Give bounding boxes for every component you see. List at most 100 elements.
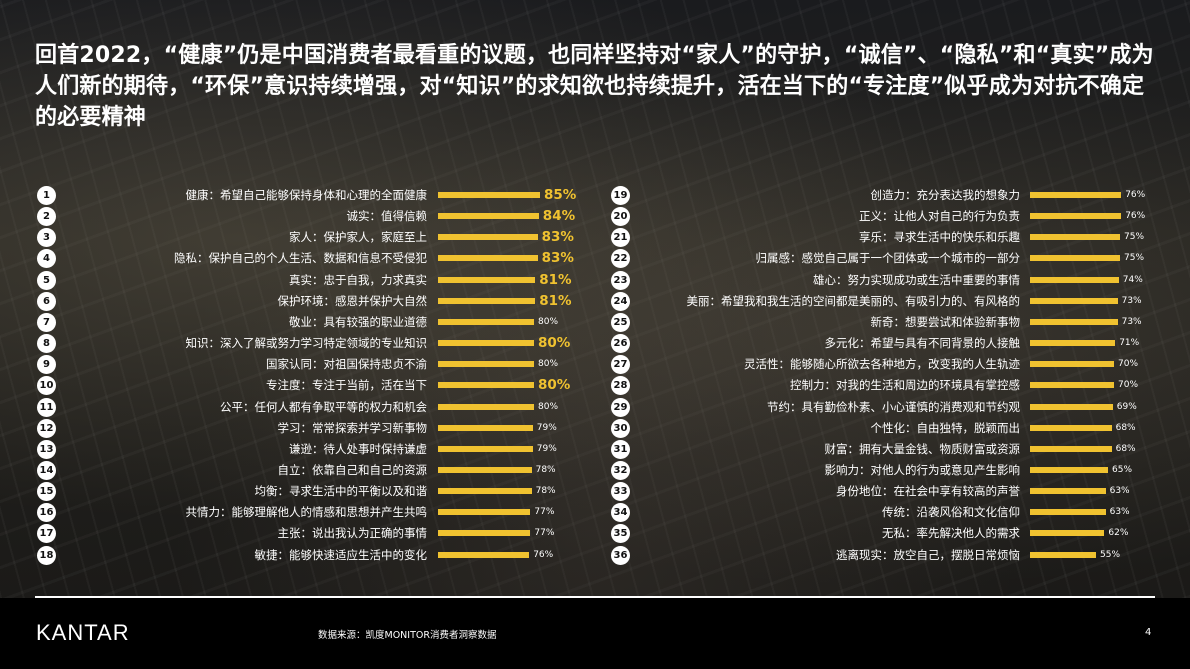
- page-number: 4: [1145, 627, 1152, 638]
- row-label: 家人：保护家人，家庭至上: [289, 230, 427, 245]
- row-label: 节约：具有勤俭朴素、小心谨慎的消费观和节约观: [767, 399, 1020, 414]
- value-label: 69%: [1116, 401, 1137, 412]
- value-label: 78%: [535, 464, 556, 475]
- value-label: 63%: [1109, 507, 1130, 518]
- value-label: 68%: [1115, 422, 1136, 433]
- value-bar: [1030, 445, 1112, 452]
- value-bar: [438, 255, 538, 262]
- value-label: 83%: [541, 229, 574, 246]
- rank-badge: 30: [611, 418, 630, 438]
- row-label: 真实：忠于自我，力求真实: [289, 272, 427, 287]
- rank-badge: 36: [611, 545, 630, 565]
- rank-badge: 24: [611, 291, 630, 311]
- row-label: 新奇：想要尝试和体验新事物: [870, 314, 1021, 329]
- rank-badge: 9: [37, 355, 56, 375]
- row-label: 雄心：努力实现成功或生活中重要的事情: [813, 272, 1020, 287]
- value-bar: [438, 213, 539, 220]
- row-label: 主张：说出我认为正确的事情: [277, 526, 428, 541]
- value-label: 73%: [1121, 316, 1142, 327]
- rank-badge: 22: [611, 249, 630, 269]
- rank-badge: 18: [37, 545, 56, 565]
- value-label: 76%: [1125, 190, 1146, 200]
- value-label: 78%: [535, 486, 556, 497]
- rank-badge: 26: [611, 334, 630, 354]
- row-label: 健康：希望自己能够保持身体和心理的全面健康: [185, 188, 428, 202]
- row-label: 影响力：对他人的行为或意见产生影响: [824, 462, 1021, 477]
- kantar-logo: KANTAR: [36, 620, 130, 645]
- row-label: 控制力：对我的生活和周边的环境具有掌控感: [790, 378, 1020, 393]
- footer-divider: [35, 596, 1155, 598]
- row-label: 敏捷：能够快速适应生活中的变化: [254, 547, 428, 562]
- value-bar: [438, 276, 536, 283]
- row-label: 保护环境：感恩并保护大自然: [277, 293, 428, 308]
- value-bar: [1030, 297, 1118, 304]
- value-bar: [1030, 255, 1120, 262]
- rank-badge: 5: [37, 270, 56, 290]
- value-label: 65%: [1112, 464, 1133, 475]
- value-bar: [1030, 234, 1120, 241]
- value-label: 55%: [1100, 549, 1121, 560]
- value-label: 70%: [1118, 380, 1139, 391]
- row-label: 自立：依靠自己和自己的资源: [277, 462, 428, 477]
- value-bar: [1030, 340, 1116, 347]
- value-label: 81%: [539, 292, 572, 309]
- value-label: 85%: [544, 187, 577, 203]
- rank-badge: 10: [37, 376, 56, 396]
- rank-badge: 31: [611, 439, 630, 459]
- row-label: 谦逊：待人处事时保持谦虚: [289, 441, 427, 456]
- rank-badge: 14: [37, 460, 56, 480]
- data-source-note: 数据来源：凯度MONITOR消费者洞察数据: [318, 630, 497, 641]
- row-label: 正义：让他人对自己的行为负责: [859, 209, 1020, 224]
- value-bar: [1030, 318, 1118, 325]
- value-label: 80%: [538, 335, 571, 352]
- value-label: 80%: [538, 316, 559, 327]
- value-bar: [1030, 276, 1119, 283]
- row-label: 财富：拥有大量金钱、物质财富或资源: [824, 441, 1021, 456]
- rank-badge: 3: [37, 228, 56, 248]
- city-background-photo: [0, 0, 1190, 598]
- value-bar: [438, 192, 540, 198]
- value-label: 80%: [538, 377, 571, 394]
- value-bar: [438, 551, 530, 558]
- value-label: 83%: [541, 250, 574, 267]
- value-bar: [1030, 551, 1096, 558]
- value-label: 74%: [1122, 274, 1143, 285]
- row-label: 个性化：自由独特，脱颖而出: [870, 420, 1021, 435]
- rank-badge: 12: [37, 418, 56, 438]
- row-label: 国家认同：对祖国保持忠贞不渝: [266, 357, 427, 372]
- value-bar: [1030, 530, 1105, 537]
- value-label: 77%: [534, 528, 555, 539]
- value-bar: [1030, 488, 1106, 495]
- value-label: 76%: [533, 549, 554, 560]
- value-label: 75%: [1124, 253, 1145, 264]
- rank-badge: 19: [611, 186, 630, 205]
- value-label: 75%: [1124, 232, 1145, 243]
- row-label: 享乐：寻求生活中的快乐和乐趣: [859, 230, 1020, 245]
- rank-badge: 20: [611, 207, 630, 227]
- value-bar: [438, 318, 534, 325]
- value-label: 84%: [542, 208, 576, 225]
- value-label: 63%: [1109, 486, 1130, 497]
- value-bar: [438, 466, 532, 473]
- rank-badge: 8: [37, 334, 56, 354]
- rank-badge: 23: [611, 270, 630, 290]
- value-label: 79%: [536, 443, 557, 454]
- row-label: 身份地位：在社会中享有较高的声誉: [836, 484, 1020, 499]
- value-bar: [438, 509, 531, 516]
- value-label: 81%: [539, 271, 572, 288]
- value-label: 77%: [534, 507, 555, 518]
- value-bar: [438, 234, 538, 241]
- rank-badge: 11: [37, 397, 56, 417]
- rank-badge: 34: [611, 503, 630, 523]
- row-label: 均衡：寻求生活中的平衡以及和谐: [254, 484, 428, 499]
- row-label: 知识：深入了解或努力学习特定领域的专业知识: [185, 336, 428, 351]
- rank-badge: 27: [611, 355, 630, 375]
- rank-badge: 17: [37, 524, 56, 544]
- row-label: 隐私：保护自己的个人生活、数据和信息不受侵犯: [174, 251, 427, 266]
- value-bar: [438, 530, 531, 537]
- row-label: 逃离现实：放空自己，摆脱日常烦恼: [836, 547, 1020, 562]
- footer-bar: [0, 598, 1190, 669]
- row-label: 灵活性：能够随心所欲去各种地方，改变我的人生轨迹: [744, 357, 1020, 372]
- rank-badge: 21: [611, 228, 630, 248]
- rank-badge: 28: [611, 376, 630, 396]
